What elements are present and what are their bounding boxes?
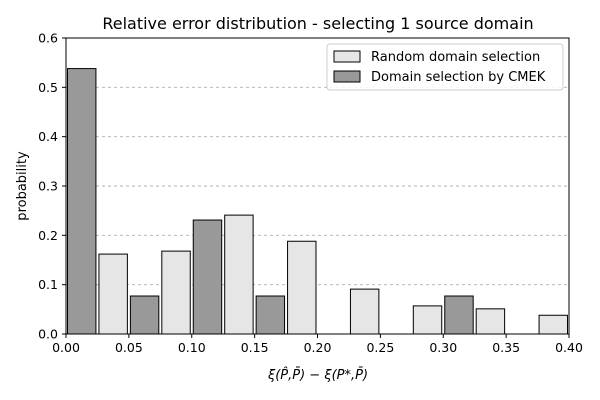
legend-box (326, 43, 564, 91)
x-axis-label: ξ(P̂,P̄) − ξ(P*,P̄) (267, 368, 368, 383)
x-tick-label: 0.25 (366, 340, 394, 355)
x-tick-label: 0.40 (555, 340, 583, 355)
bar-random (475, 308, 506, 335)
bar-cmek (192, 219, 223, 335)
legend-swatch-random (333, 50, 361, 63)
bar-cmek (67, 68, 97, 335)
bar-random (224, 214, 254, 335)
bar-cmek (129, 295, 160, 335)
chart-title: Relative error distribution - selecting … (102, 14, 533, 33)
bars (67, 68, 568, 335)
y-tick-label: 0.1 (38, 277, 58, 292)
x-tick-label: 0.00 (52, 340, 80, 355)
y-axis-label: probability (15, 151, 30, 221)
y-tick-label: 0.6 (38, 31, 58, 46)
y-tick-label: 0.4 (38, 129, 58, 144)
x-axis-ticks: 0.00 0.05 0.10 0.15 0.20 0.25 0.30 0.35 0.40 (52, 334, 583, 355)
bar-random (98, 253, 128, 335)
y-tick-label: 0.3 (38, 179, 58, 194)
x-tick-label: 0.20 (304, 340, 332, 355)
y-tick-label: 0.2 (38, 228, 58, 243)
y-axis-ticks: 0.0 0.1 0.2 0.3 0.4 0.5 0.6 (38, 31, 66, 342)
bar-random (412, 305, 443, 335)
bar-random (287, 240, 317, 335)
x-tick-label: 0.30 (429, 340, 457, 355)
bar-random (538, 314, 568, 335)
legend-swatch-cmek (333, 70, 361, 83)
bar-random (161, 250, 191, 335)
x-tick-label: 0.35 (492, 340, 520, 355)
legend-label-random: Random domain selection (371, 50, 540, 65)
bar-cmek (444, 295, 474, 335)
grid-lines (66, 86, 569, 286)
legend: Random domain selection Domain selection… (326, 43, 564, 91)
x-tick-label: 0.05 (115, 340, 143, 355)
x-tick-label: 0.15 (241, 340, 269, 355)
bar-cmek (255, 295, 286, 335)
y-tick-label: 0.5 (38, 80, 58, 95)
legend-label-cmek: Domain selection by CMEK (371, 70, 546, 85)
y-tick-label: 0.0 (38, 327, 58, 342)
x-tick-label: 0.10 (178, 340, 206, 355)
bar-random (349, 288, 380, 335)
